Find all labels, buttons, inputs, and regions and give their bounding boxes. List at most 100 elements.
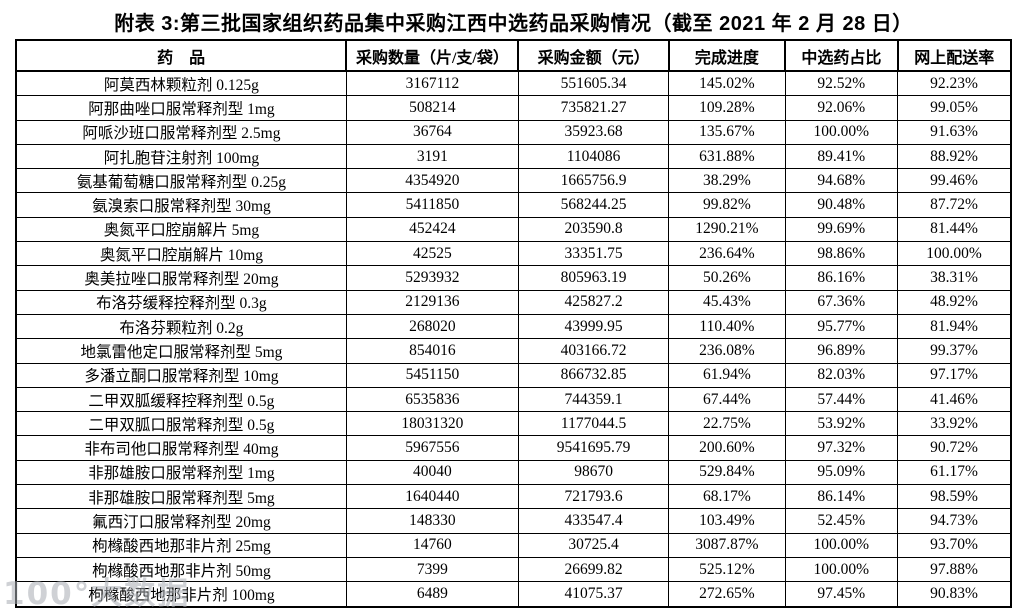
cell-purchase-quantity: 2129136 <box>345 289 519 315</box>
table-row: 奥氮平口腔崩解片 10mg 42525 33351.75 236.64% 98.86% 1… <box>15 241 1012 267</box>
cell-selected-drug-share: 89.41% <box>784 143 899 170</box>
cell-drug-name: 枸橼酸西地那非片剂 50mg <box>15 556 347 583</box>
table-row: 阿哌沙班口服常释剂型 2.5mg 36764 35923.68 135.67% 100.… <box>15 119 1012 145</box>
cell-online-delivery-rate: 87.72% <box>897 192 1012 218</box>
cell-purchase-quantity: 268020 <box>345 313 519 340</box>
cell-purchase-amount: 41075.37 <box>517 581 670 608</box>
cell-online-delivery-rate: 90.72% <box>897 435 1012 461</box>
cell-completion-progress: 110.40% <box>668 313 786 340</box>
cell-online-delivery-rate: 98.59% <box>897 484 1012 510</box>
header-purchase-amount: 采购金额（元） <box>517 39 670 72</box>
cell-completion-progress: 236.64% <box>668 241 786 267</box>
cell-purchase-quantity: 3191 <box>345 143 519 170</box>
cell-purchase-quantity: 508214 <box>345 95 519 121</box>
cell-purchase-quantity: 5967556 <box>345 435 519 461</box>
header-selected-drug-share: 中选药占比 <box>784 39 899 72</box>
cell-online-delivery-rate: 81.44% <box>897 216 1012 243</box>
cell-online-delivery-rate: 99.05% <box>897 95 1012 121</box>
cell-selected-drug-share: 95.09% <box>784 459 899 486</box>
cell-completion-progress: 1290.21% <box>668 216 786 243</box>
cell-selected-drug-share: 100.00% <box>784 119 899 145</box>
header-purchase-quantity: 采购数量（片/支/袋） <box>345 39 520 72</box>
table-row: 地氯雷他定口服常释剂型 5mg 854016 403166.72 236.08% 96.… <box>15 338 1012 364</box>
cell-purchase-quantity: 6489 <box>345 581 519 608</box>
cell-purchase-amount: 744359.1 <box>517 386 670 413</box>
cell-purchase-amount: 30725.4 <box>517 532 670 558</box>
cell-online-delivery-rate: 33.92% <box>897 411 1012 437</box>
table-row: 奥美拉唑口服常释剂型 20mg 5293932 805963.19 50.26% 86.… <box>15 265 1012 291</box>
cell-completion-progress: 99.82% <box>668 192 786 218</box>
cell-completion-progress: 109.28% <box>668 95 786 121</box>
cell-online-delivery-rate: 100.00% <box>897 241 1012 267</box>
table-row: 氨溴索口服常释剂型 30mg 5411850 568244.25 99.82% 90.4… <box>15 192 1012 218</box>
cell-purchase-amount: 433547.4 <box>517 508 670 534</box>
cell-drug-name: 多潘立酮口服常释剂型 10mg <box>15 362 347 388</box>
cell-selected-drug-share: 94.68% <box>784 168 899 194</box>
cell-purchase-amount: 203590.8 <box>517 216 670 243</box>
cell-online-delivery-rate: 99.46% <box>897 168 1012 194</box>
cell-selected-drug-share: 96.89% <box>784 338 899 364</box>
cell-drug-name: 阿扎胞苷注射剂 100mg <box>15 143 347 170</box>
cell-completion-progress: 50.26% <box>668 265 786 291</box>
cell-drug-name: 二甲双胍口服常释剂型 0.5g <box>15 411 347 437</box>
cell-selected-drug-share: 52.45% <box>784 508 899 534</box>
cell-purchase-quantity: 7399 <box>345 556 519 583</box>
cell-purchase-amount: 735821.27 <box>517 95 670 121</box>
cell-completion-progress: 135.67% <box>668 119 786 145</box>
cell-completion-progress: 3087.87% <box>668 532 786 558</box>
cell-selected-drug-share: 82.03% <box>784 362 899 388</box>
cell-selected-drug-share: 98.86% <box>784 241 899 267</box>
cell-drug-name: 奥美拉唑口服常释剂型 20mg <box>15 265 347 291</box>
cell-purchase-quantity: 6535836 <box>345 386 519 413</box>
cell-completion-progress: 272.65% <box>668 581 786 608</box>
cell-online-delivery-rate: 88.92% <box>897 143 1012 170</box>
cell-selected-drug-share: 57.44% <box>784 386 899 413</box>
cell-drug-name: 氨基葡萄糖口服常释剂型 0.25g <box>15 168 347 194</box>
cell-selected-drug-share: 86.16% <box>784 265 899 291</box>
cell-online-delivery-rate: 41.46% <box>897 386 1012 413</box>
cell-selected-drug-share: 95.77% <box>784 313 899 340</box>
table-row: 多潘立酮口服常释剂型 10mg 5451150 866732.85 61.94% 82.… <box>15 362 1012 388</box>
cell-completion-progress: 145.02% <box>668 70 786 97</box>
cell-drug-name: 非那雄胺口服常释剂型 1mg <box>15 459 347 486</box>
cell-online-delivery-rate: 38.31% <box>897 265 1012 291</box>
cell-purchase-amount: 35923.68 <box>517 119 670 145</box>
table-row: 枸橼酸西地那非片剂 50mg 7399 26699.82 525.12% 100.00%… <box>15 556 1012 583</box>
cell-drug-name: 氨溴索口服常释剂型 30mg <box>15 192 347 218</box>
cell-drug-name: 奥氮平口腔崩解片 10mg <box>15 241 347 267</box>
cell-drug-name: 枸橼酸西地那非片剂 100mg <box>15 581 347 608</box>
cell-drug-name: 二甲双胍缓释控释剂型 0.5g <box>15 386 347 413</box>
cell-online-delivery-rate: 61.17% <box>897 459 1012 486</box>
cell-completion-progress: 103.49% <box>668 508 786 534</box>
header-completion-progress: 完成进度 <box>667 39 787 72</box>
cell-completion-progress: 45.43% <box>668 289 786 315</box>
cell-selected-drug-share: 97.45% <box>784 581 899 608</box>
cell-drug-name: 阿哌沙班口服常释剂型 2.5mg <box>15 119 347 145</box>
cell-drug-name: 非布司他口服常释剂型 40mg <box>15 435 347 461</box>
cell-purchase-amount: 403166.72 <box>517 338 670 364</box>
cell-selected-drug-share: 92.06% <box>784 95 899 121</box>
header-online-delivery-rate: 网上配送率 <box>896 39 1013 72</box>
table-row: 非布司他口服常释剂型 40mg 5967556 9541695.79 200.60% 9… <box>15 435 1012 461</box>
cell-selected-drug-share: 97.32% <box>784 435 899 461</box>
cell-drug-name: 布洛芬颗粒剂 0.2g <box>15 313 347 340</box>
procurement-table: 药 品 采购数量（片/支/袋） 采购金额（元） 完成进度 中选药占比 网上配送率… <box>14 39 1013 608</box>
cell-completion-progress: 236.08% <box>668 338 786 364</box>
cell-purchase-amount: 1177044.5 <box>517 411 670 437</box>
cell-online-delivery-rate: 93.70% <box>897 532 1012 558</box>
table-row: 奥氮平口腔崩解片 5mg 452424 203590.8 1290.21% 99.69%… <box>15 216 1012 243</box>
table-row: 二甲双胍缓释控释剂型 0.5g 6535836 744359.1 67.44% 57.4… <box>15 386 1012 413</box>
cell-purchase-amount: 1104086 <box>517 143 670 170</box>
cell-online-delivery-rate: 94.73% <box>897 508 1012 534</box>
table-row: 氨基葡萄糖口服常释剂型 0.25g 4354920 1665756.9 38.29% 9… <box>15 168 1012 194</box>
header-row: 药 品 采购数量（片/支/袋） 采购金额（元） 完成进度 中选药占比 网上配送率 <box>14 39 1013 72</box>
cell-online-delivery-rate: 48.92% <box>897 289 1012 315</box>
cell-online-delivery-rate: 90.83% <box>897 581 1012 608</box>
cell-completion-progress: 38.29% <box>668 168 786 194</box>
cell-purchase-amount: 33351.75 <box>517 241 670 267</box>
cell-purchase-quantity: 14760 <box>345 532 519 558</box>
cell-selected-drug-share: 90.48% <box>784 192 899 218</box>
cell-purchase-quantity: 18031320 <box>345 411 519 437</box>
cell-completion-progress: 529.84% <box>668 459 786 486</box>
